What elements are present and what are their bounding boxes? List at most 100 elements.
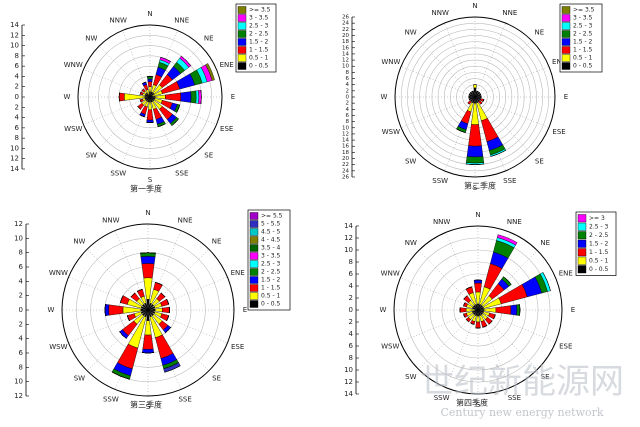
axis-tick-label: 10 bbox=[10, 144, 19, 152]
legend-label: 1 - 1.5 bbox=[249, 47, 269, 54]
direction-label: S bbox=[146, 403, 151, 411]
wind-segment bbox=[165, 327, 171, 333]
wind-segment bbox=[165, 92, 182, 102]
legend-label: 2 - 2.5 bbox=[573, 31, 593, 38]
axis-tick-label: 12 bbox=[14, 392, 23, 400]
wind-segment bbox=[503, 276, 512, 285]
direction-label: SSE bbox=[178, 396, 191, 404]
wind-segment bbox=[195, 90, 200, 104]
wind-segment bbox=[144, 320, 152, 336]
legend-swatch bbox=[561, 46, 571, 54]
spoke bbox=[400, 277, 479, 311]
spoke bbox=[147, 230, 182, 311]
direction-label: S bbox=[476, 401, 481, 409]
legend-label: 1 - 1.5 bbox=[261, 285, 281, 292]
wind-segment bbox=[146, 109, 154, 121]
legend-swatch bbox=[249, 268, 259, 276]
axis-tick-label: 10 bbox=[342, 64, 349, 70]
axis-tick-label: 6 bbox=[346, 76, 350, 82]
wind-segment bbox=[468, 98, 470, 101]
direction-label: NW bbox=[73, 237, 85, 245]
wind-segment bbox=[476, 90, 479, 92]
spoke bbox=[474, 96, 550, 128]
grid-ring bbox=[76, 238, 220, 382]
axis-tick-label: 8 bbox=[346, 70, 350, 76]
grid-ring bbox=[393, 225, 563, 395]
axis-tick-label: 14 bbox=[344, 390, 353, 398]
direction-label: ENE bbox=[231, 269, 245, 277]
axis-tick-label: 24 bbox=[342, 21, 349, 27]
spoke bbox=[400, 96, 476, 128]
chart-caption: 第二季度 bbox=[464, 181, 496, 191]
axis-tick-label: 16 bbox=[342, 45, 349, 51]
legend-label: >= 3.5 bbox=[573, 7, 595, 14]
wind-segment bbox=[495, 305, 512, 315]
legend-label: 2 - 2.5 bbox=[589, 232, 609, 239]
legend-swatch bbox=[249, 284, 259, 292]
direction-label: WNW bbox=[49, 269, 68, 277]
axis-tick-label: 18 bbox=[342, 39, 349, 45]
axis-tick-label: 8 bbox=[19, 363, 23, 371]
axis-tick-label: 14 bbox=[342, 51, 349, 57]
legend-label: 2.5 - 3 bbox=[589, 223, 609, 230]
axis-tick-label: 8 bbox=[346, 119, 350, 125]
direction-label: NW bbox=[405, 29, 417, 37]
axis-tick-label: 22 bbox=[342, 27, 349, 33]
wind-segment bbox=[478, 91, 481, 94]
axis-tick-label: 10 bbox=[342, 125, 349, 131]
direction-label: SSE bbox=[175, 170, 188, 178]
direction-label: E bbox=[564, 93, 568, 101]
wind-segment bbox=[126, 313, 136, 322]
spoke bbox=[477, 309, 538, 370]
wind-segment bbox=[456, 128, 466, 133]
wind-segment bbox=[475, 321, 481, 329]
legend-label: 1.5 - 2 bbox=[589, 240, 609, 247]
legend-label: 3 - 3.5 bbox=[261, 253, 281, 260]
direction-label: WNW bbox=[381, 270, 400, 278]
axis-tick-label: 12 bbox=[14, 220, 23, 228]
wind-segment bbox=[155, 282, 163, 286]
direction-label: ESE bbox=[552, 128, 565, 136]
direction-label: ESE bbox=[220, 125, 233, 133]
wind-segment bbox=[483, 307, 497, 313]
direction-label: SSE bbox=[508, 394, 521, 402]
axis-tick-label: 0 bbox=[349, 306, 353, 314]
wind-segment bbox=[148, 86, 152, 93]
axis-tick-label: 14 bbox=[10, 21, 19, 29]
legend-swatch bbox=[577, 222, 587, 231]
legend-swatch bbox=[577, 214, 587, 223]
direction-label: S bbox=[473, 184, 478, 192]
legend-swatch bbox=[249, 260, 259, 268]
wind-segment bbox=[130, 292, 136, 298]
direction-label: SSW bbox=[432, 177, 448, 185]
legend-label: 3 - 3.5 bbox=[573, 15, 593, 22]
spoke bbox=[147, 309, 209, 371]
direction-label: SW bbox=[74, 375, 85, 383]
axis-tick-label: 2 bbox=[349, 294, 353, 302]
axis-tick-label: 8 bbox=[349, 258, 353, 266]
legend-label: >= 3.5 bbox=[249, 7, 271, 14]
wind-segment bbox=[480, 320, 488, 328]
axis-tick-label: 16 bbox=[342, 144, 349, 150]
legend-label: 3.5 - 4 bbox=[261, 245, 281, 252]
spoke bbox=[474, 96, 532, 154]
legend-swatch bbox=[249, 244, 259, 252]
wind-segment bbox=[198, 89, 202, 105]
spoke bbox=[83, 96, 151, 125]
axis-tick-label: 18 bbox=[342, 150, 349, 156]
axis-tick-label: 14 bbox=[344, 222, 353, 230]
spoke bbox=[444, 22, 476, 98]
direction-label: W bbox=[381, 93, 388, 101]
axis-tick-label: 12 bbox=[10, 31, 19, 39]
direction-label: SW bbox=[405, 373, 416, 381]
legend-label: 3 - 3.5 bbox=[249, 15, 269, 22]
wind-segment bbox=[465, 163, 485, 165]
wind-segment bbox=[136, 288, 145, 298]
legend-swatch bbox=[561, 38, 571, 46]
wind-segment bbox=[108, 304, 124, 316]
axis-tick-label: 8 bbox=[15, 134, 19, 142]
wind-segment bbox=[140, 256, 156, 265]
axis-tick-label: 2 bbox=[19, 292, 23, 300]
axis-tick-label: 0 bbox=[19, 306, 23, 314]
wind-segment bbox=[190, 90, 197, 104]
